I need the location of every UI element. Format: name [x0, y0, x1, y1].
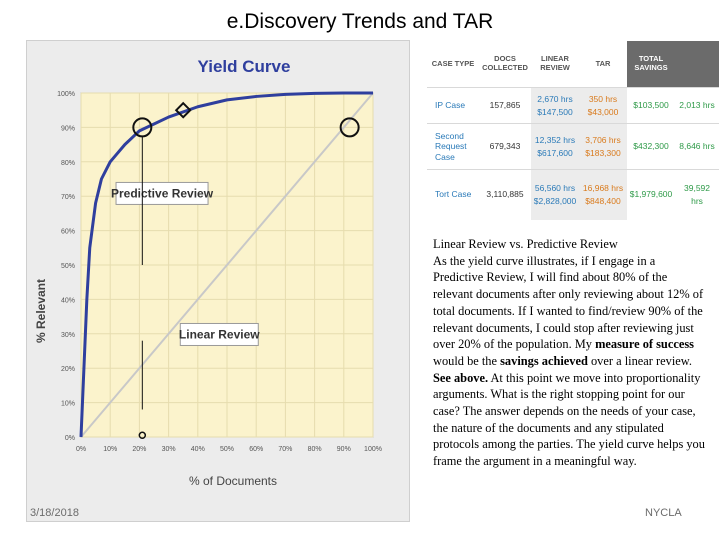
x-tick-label: 60%	[249, 446, 263, 453]
savings-table: CASE TYPE DOCS COLLECTED LINEAR REVIEW T…	[427, 41, 719, 220]
table-row: Tort Case 3,110,885 56,560 hrs $2,828,000…	[427, 169, 719, 220]
y-tick-label: 40%	[61, 297, 75, 304]
docs-cell: 157,865	[479, 87, 531, 124]
slide-title: e.Discovery Trends and TAR	[226, 10, 494, 33]
linear-cell: 56,560 hrs $2,828,000	[531, 169, 579, 220]
y-tick-label: 70%	[61, 194, 75, 201]
x-tick-label: 70%	[278, 446, 292, 453]
tar-cell: 16,968 hrs $848,400	[579, 169, 627, 220]
docs-cell: 679,343	[479, 123, 531, 170]
header-tar: TAR	[579, 41, 627, 88]
y-axis-label: % Relevant	[34, 279, 48, 343]
table-header-row: CASE TYPE DOCS COLLECTED LINEAR REVIEW T…	[427, 41, 719, 88]
table-row: Second Request Case 679,343 12,352 hrs $6…	[427, 123, 719, 170]
x-tick-label: 30%	[162, 446, 176, 453]
header-linear-review: LINEAR REVIEW	[531, 41, 579, 88]
savings-usd-cell: $432,300	[627, 123, 675, 170]
case-type-cell: Tort Case	[427, 169, 479, 220]
y-tick-label: 0%	[65, 435, 75, 442]
header-docs-collected: DOCS COLLECTED	[479, 41, 531, 88]
case-type-cell: Second Request Case	[427, 123, 479, 170]
savings-usd-cell: $103,500	[627, 87, 675, 124]
circle-marker	[339, 117, 360, 138]
chart-title: Yield Curve	[198, 57, 291, 76]
explanation-text: Linear Review vs. Predictive Review As t…	[433, 236, 708, 470]
savings-hrs-cell: 39,592 hrs	[675, 169, 719, 220]
y-tick-label: 50%	[61, 263, 75, 270]
x-tick-label: 10%	[103, 446, 117, 453]
linear-cell: 2,670 hrs $147,500	[531, 87, 579, 124]
header-total-savings: TOTAL SAVINGS	[627, 41, 675, 88]
linear-review-label-box	[179, 322, 259, 346]
footer-date: 3/18/2018	[30, 507, 79, 519]
savings-usd-cell: $1,979,600	[627, 169, 675, 220]
y-tick-label: 90%	[61, 125, 75, 132]
diamond-marker	[174, 101, 192, 119]
y-tick-label: 30%	[61, 332, 75, 339]
table-row: IP Case 157,865 2,670 hrs $147,500 350 hr…	[427, 87, 719, 124]
small-circle-marker	[138, 431, 147, 440]
explanation-body: As the yield curve illustrates, if I eng…	[433, 253, 705, 469]
footer-org: NYCLA	[645, 507, 682, 519]
savings-hrs-cell: 8,646 hrs	[675, 123, 719, 170]
y-tick-label: 20%	[61, 366, 75, 373]
x-tick-label: 0%	[76, 446, 86, 453]
x-tick-label: 40%	[191, 446, 205, 453]
y-tick-label: 60%	[61, 229, 75, 236]
savings-hrs-cell: 2,013 hrs	[675, 87, 719, 124]
explanation-heading: Linear Review vs. Predictive Review	[433, 237, 618, 251]
x-tick-label: 100%	[364, 446, 382, 453]
x-axis-label: % of Documents	[189, 474, 277, 488]
x-tick-label: 20%	[132, 446, 146, 453]
header-case-type: CASE TYPE	[427, 41, 479, 88]
linear-review-line	[80, 92, 374, 438]
linear-cell: 12,352 hrs $617,600	[531, 123, 579, 170]
yield-curve-chart: Yield Curve % Relevant % of Documents 0%…	[26, 40, 410, 522]
tar-cell: 3,706 hrs $183,300	[579, 123, 627, 170]
y-tick-label: 10%	[61, 401, 75, 408]
x-tick-label: 80%	[308, 446, 322, 453]
circle-marker	[132, 117, 153, 138]
case-type-cell: IP Case	[427, 87, 479, 124]
header-savings-spacer	[675, 41, 719, 88]
y-tick-label: 80%	[61, 160, 75, 167]
predictive-review-curve	[79, 91, 373, 438]
predictive-review-label: Predictive Review	[111, 186, 214, 200]
y-tick-label: 100%	[57, 91, 75, 98]
docs-cell: 3,110,885	[479, 169, 531, 220]
x-tick-label: 90%	[337, 446, 351, 453]
tar-cell: 350 hrs $43,000	[579, 87, 627, 124]
predictive-review-label-box	[115, 181, 209, 205]
yield-curve-svg: Yield Curve % Relevant % of Documents 0%…	[34, 57, 382, 488]
linear-review-label: Linear Review	[179, 327, 260, 341]
x-tick-label: 50%	[220, 446, 234, 453]
